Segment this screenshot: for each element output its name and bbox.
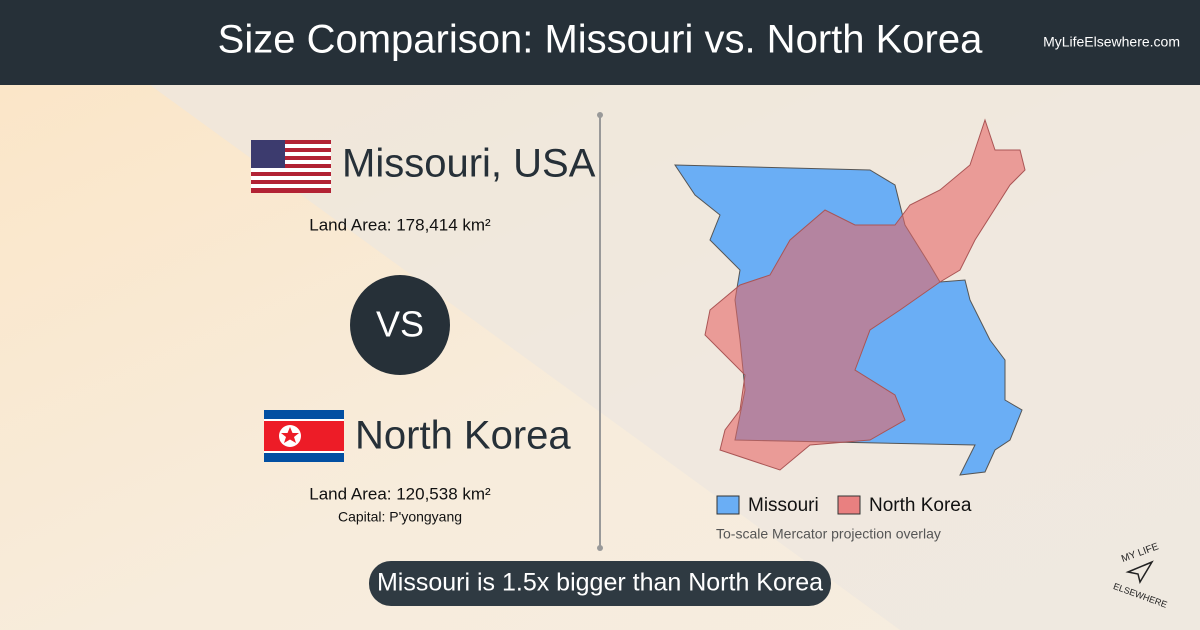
- legend-swatch: [716, 495, 740, 515]
- place-a-area: Land Area: 178,414 km²: [309, 215, 491, 234]
- us-flag: [251, 140, 331, 193]
- vs-badge: [350, 275, 450, 375]
- site-name: MyLifeElsewhere.com: [1043, 34, 1180, 50]
- legend-swatch: [837, 495, 861, 515]
- place-b-name: North Korea: [355, 414, 571, 458]
- header-bar: [0, 0, 1200, 85]
- vs-text: VS: [376, 304, 424, 345]
- legend-note: To-scale Mercator projection overlay: [716, 526, 941, 542]
- footer-text: Missouri is 1.5x bigger than North Korea: [377, 569, 823, 597]
- legend-label: Missouri: [748, 495, 819, 516]
- place-b-capital: Capital: P'yongyang: [338, 509, 462, 525]
- logo-plane: [1125, 560, 1154, 584]
- north-korea-shape: [704, 118, 1026, 471]
- footer-pill: [369, 561, 831, 606]
- nk-flag: [264, 410, 344, 462]
- place-b-area: Land Area: 120,538 km²: [309, 484, 491, 503]
- title: Size Comparison: Missouri vs. North Kore…: [218, 18, 983, 62]
- legend-label: North Korea: [869, 495, 972, 516]
- divider-end: [597, 545, 603, 551]
- divider-end: [597, 112, 603, 118]
- place-a-name: Missouri, USA: [342, 142, 596, 186]
